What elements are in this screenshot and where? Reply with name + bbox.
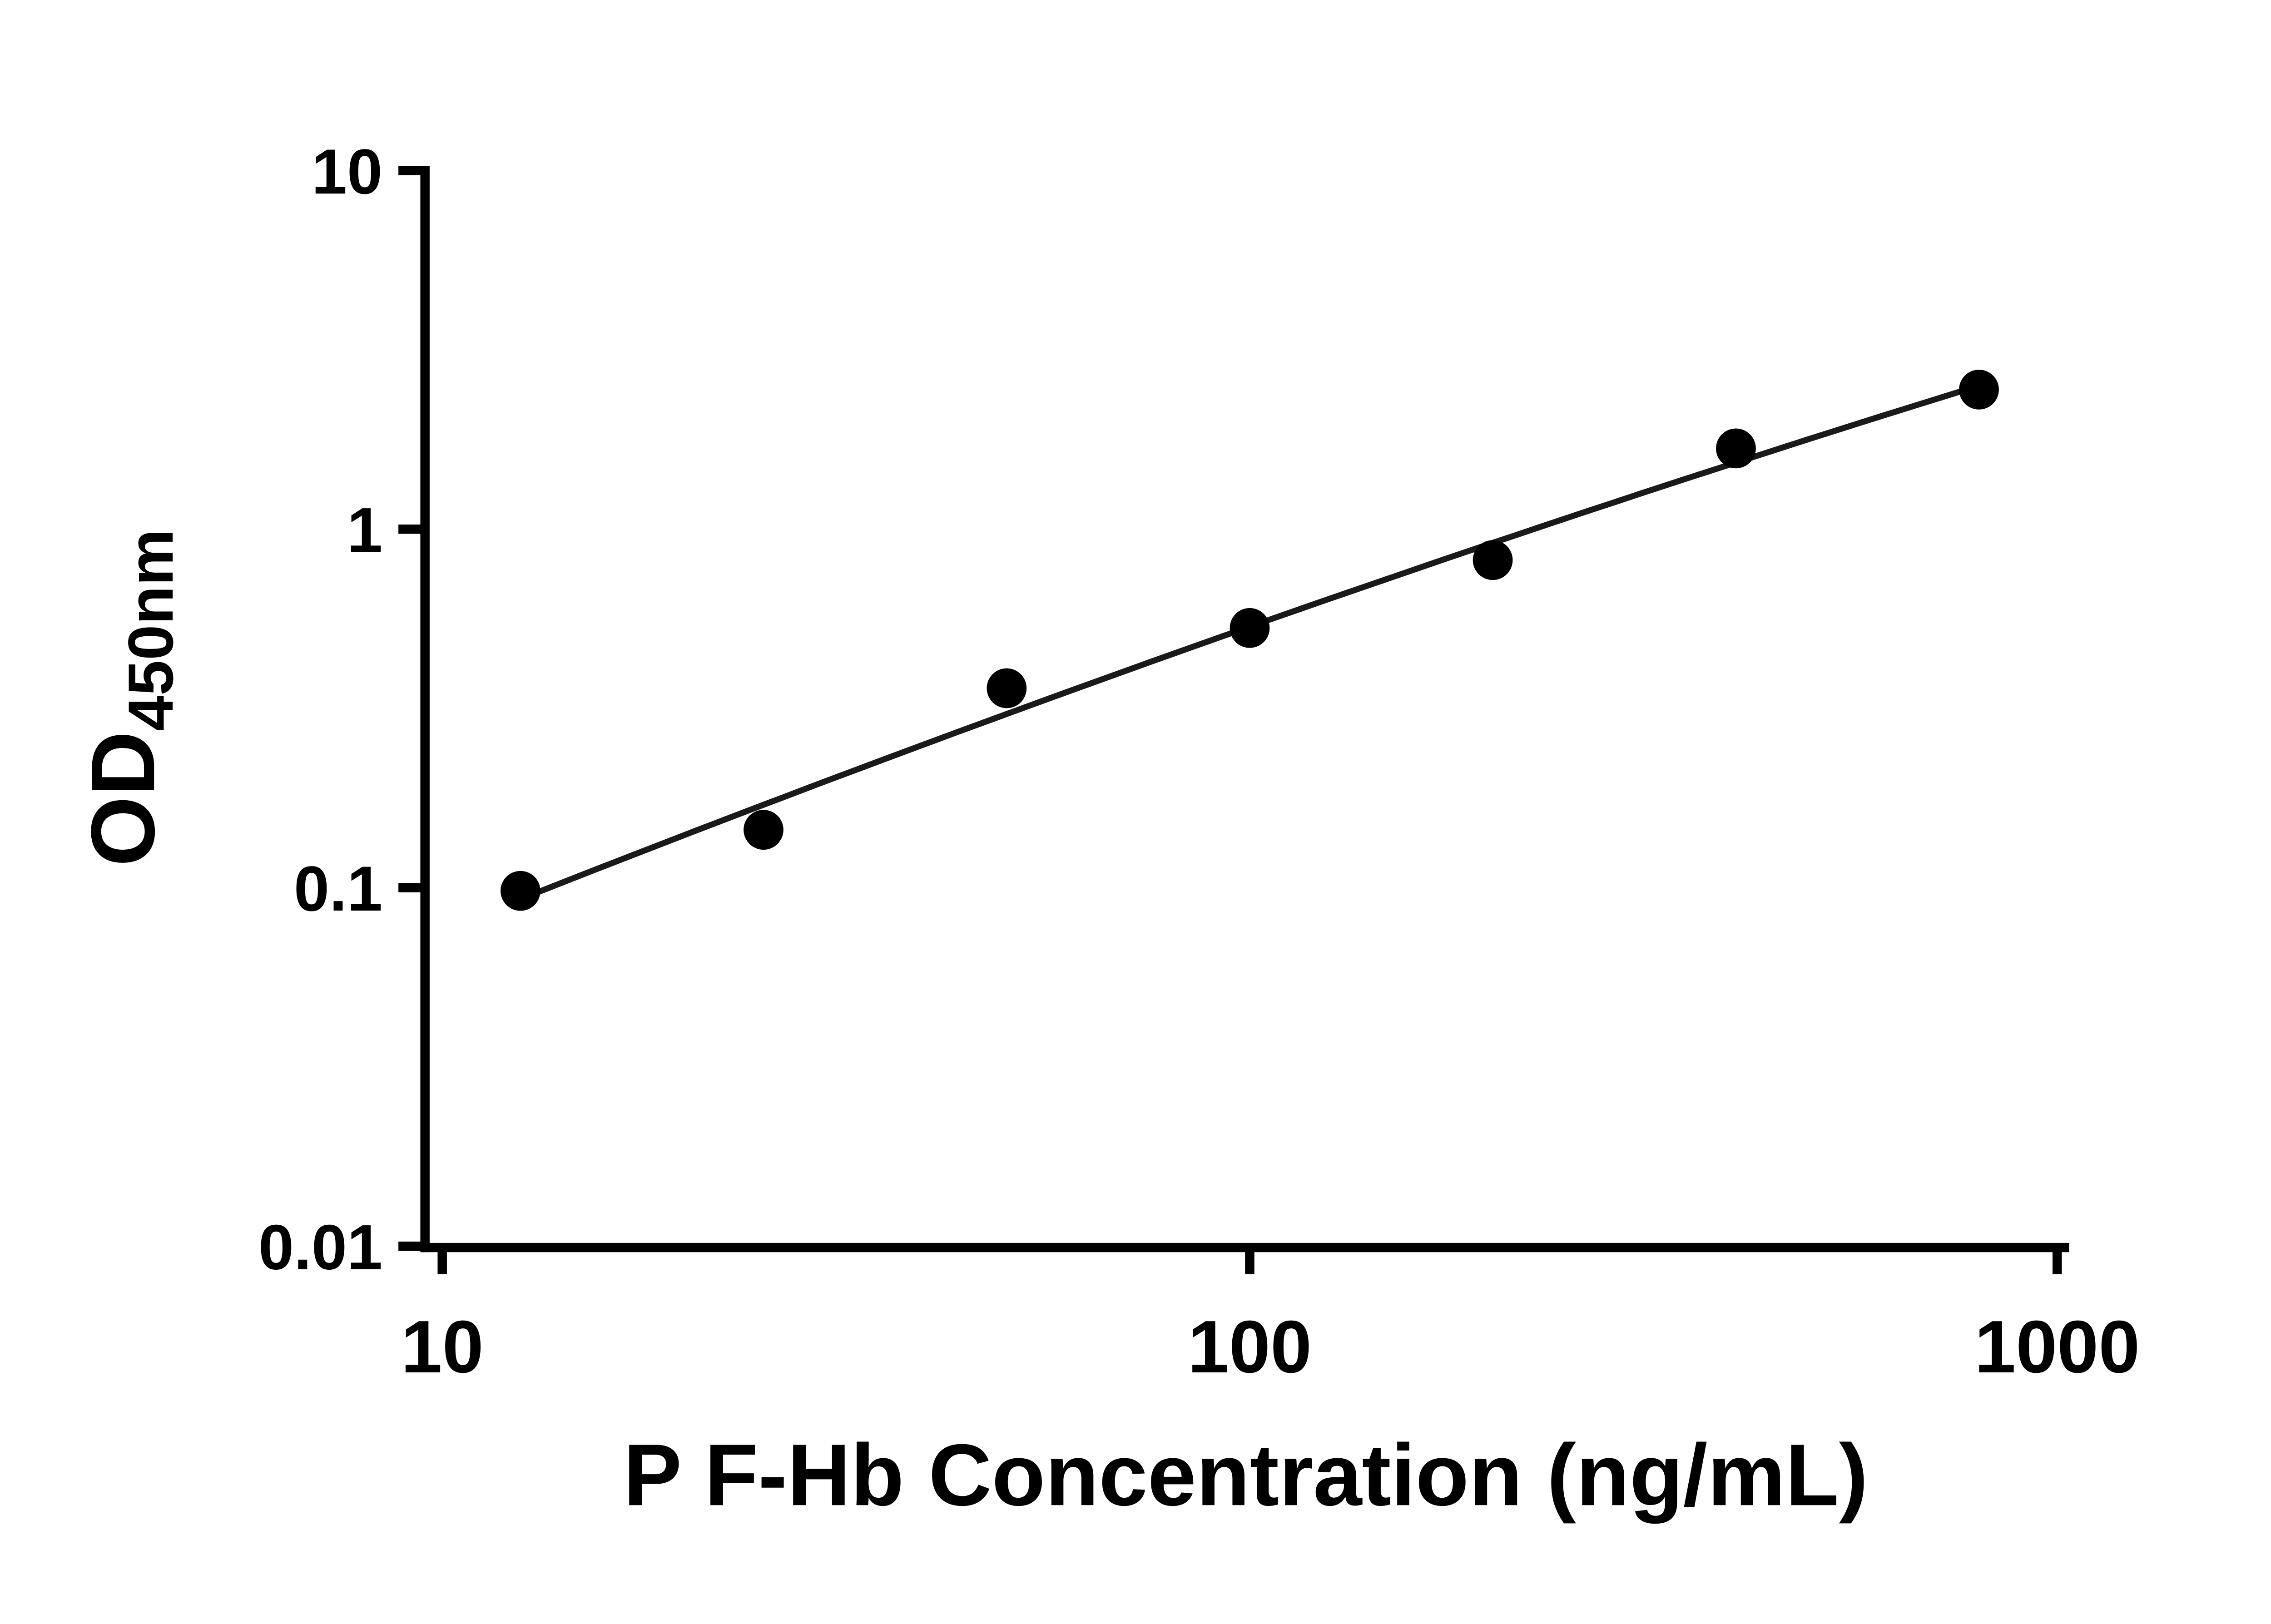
data-point	[987, 668, 1027, 708]
y-tick-label: 0.01	[258, 1212, 382, 1283]
data-point	[1716, 428, 1756, 469]
data-point	[744, 810, 783, 850]
data-point	[1959, 370, 1999, 410]
axes	[398, 166, 2069, 1274]
x-tick-label: 1000	[1974, 1305, 2140, 1388]
y-axis-title-subscript: 450nm	[115, 529, 186, 731]
y-tick-label: 10	[312, 136, 382, 207]
x-tick-label: 100	[1188, 1305, 1312, 1388]
data-point	[501, 871, 540, 911]
x-axis-title: P F-Hb Concentration (ng/mL)	[623, 1426, 1868, 1524]
y-axis-title-main: OD	[73, 731, 174, 866]
x-tick-label: 10	[401, 1305, 484, 1388]
y-tick-label: 1	[347, 495, 382, 566]
data-points	[501, 370, 1999, 911]
y-axis-title: OD450nm	[73, 529, 186, 866]
data-point	[1473, 540, 1513, 580]
y-tick-label: 0.1	[294, 853, 382, 924]
data-point	[1230, 608, 1270, 648]
tick-labels: 10 1 0.1 0.01 10 100 1000	[258, 136, 2140, 1388]
